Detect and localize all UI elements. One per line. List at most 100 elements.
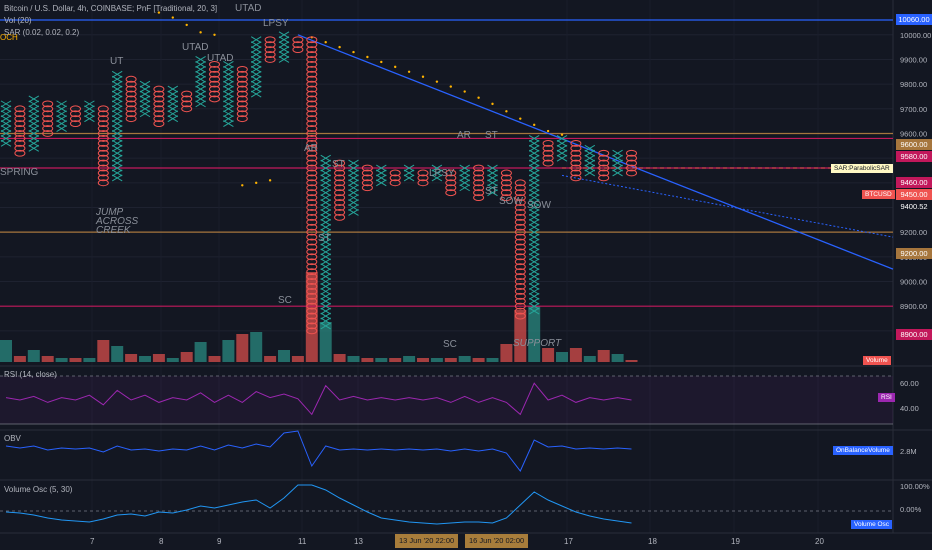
- o-mark: [125, 80, 137, 88]
- o-mark: [306, 204, 318, 211]
- x-mark: [278, 51, 290, 58]
- o-mark: [14, 139, 26, 147]
- annotation-st-left: ST: [332, 159, 345, 170]
- x-mark: [250, 85, 262, 93]
- y-tick-11: 9900.00: [900, 55, 927, 64]
- x-mark: [0, 110, 12, 118]
- x-mark: [250, 51, 262, 58]
- o-mark: [389, 169, 401, 177]
- o-mark: [306, 51, 318, 58]
- o-mark: [306, 115, 318, 123]
- pnf-column-5: [70, 105, 81, 128]
- btcusd-legend-label[interactable]: BTCUSD: [862, 190, 895, 199]
- x-mark: [111, 105, 123, 113]
- volume-bar-2: [27, 350, 40, 362]
- x-mark: [250, 70, 262, 78]
- vosc-legend-label[interactable]: Volume Osc: [851, 520, 893, 529]
- x-mark: [28, 139, 40, 147]
- x-mark: [167, 95, 179, 103]
- x-mark: [320, 204, 331, 211]
- x-mark: [528, 213, 540, 221]
- y-tick-2: 9000.00: [900, 278, 927, 287]
- o-mark: [306, 327, 318, 335]
- x-mark: [139, 80, 151, 88]
- x-mark: [459, 179, 470, 187]
- o-mark: [514, 233, 526, 241]
- vosc-title[interactable]: Volume Osc (5, 30): [4, 485, 73, 494]
- pnf-column-27: [376, 164, 387, 187]
- volume-bar-41: [569, 348, 582, 362]
- x-mark: [528, 268, 540, 276]
- pnf-column-10: [139, 80, 151, 118]
- o-mark: [306, 65, 318, 73]
- x-mark: [223, 115, 234, 123]
- x-mark: [195, 65, 206, 73]
- o-mark: [236, 70, 248, 78]
- o-mark: [306, 61, 318, 68]
- x-mark: [56, 110, 67, 118]
- parabolic-sar-dots: [157, 11, 564, 187]
- o-mark: [570, 174, 582, 182]
- sar-legend-label[interactable]: SAR:ParabolicSAR: [831, 164, 893, 173]
- pnf-column-3: [42, 100, 54, 137]
- level-9580-box: 9580.00: [896, 151, 932, 162]
- o-mark: [626, 159, 637, 167]
- rsi-tick-60: 60.00: [900, 379, 919, 388]
- o-mark: [306, 46, 318, 54]
- o-mark: [514, 287, 526, 295]
- pnf-column-20: [278, 31, 290, 63]
- o-mark: [306, 41, 318, 49]
- o-mark: [598, 154, 610, 162]
- o-mark: [417, 174, 429, 182]
- rsi-band: [0, 376, 893, 424]
- x-tick-19: 19: [731, 537, 740, 546]
- vosc-line: [5, 484, 632, 525]
- o-mark: [97, 174, 109, 182]
- x-mark: [0, 120, 12, 128]
- o-mark: [514, 297, 526, 305]
- sar-dot-4: [213, 33, 216, 37]
- current-price-box: 9450.00: [896, 189, 932, 200]
- pnf-column-43: [598, 149, 610, 182]
- volume-bars: [0, 272, 638, 362]
- level-9600-box: 9600.00: [896, 139, 932, 150]
- obv-title[interactable]: OBV: [4, 434, 21, 443]
- o-mark: [514, 253, 526, 261]
- x-mark: [528, 292, 540, 300]
- x-mark: [111, 90, 123, 98]
- volume-bar-10: [139, 356, 151, 362]
- volume-legend-label[interactable]: Volume: [863, 356, 891, 365]
- x-mark: [111, 100, 123, 108]
- volume-bar-11: [152, 354, 165, 362]
- o-mark: [570, 169, 582, 177]
- annotation-utad-mid: UTAD: [207, 53, 234, 64]
- pnf-column-7: [97, 105, 109, 187]
- x-mark: [223, 95, 234, 103]
- rsi-title[interactable]: RSI (14, close): [4, 370, 57, 379]
- o-mark: [306, 164, 318, 172]
- vol-indicator-label[interactable]: Vol (20): [4, 16, 32, 25]
- o-mark: [153, 115, 165, 123]
- o-mark: [542, 159, 554, 167]
- o-mark: [334, 209, 346, 216]
- x-mark: [223, 60, 234, 68]
- x-mark: [320, 164, 331, 172]
- x-mark: [111, 70, 123, 78]
- x-mark: [320, 154, 331, 162]
- annotation-utad-top: UTAD: [235, 3, 262, 14]
- o-mark: [306, 297, 318, 305]
- annotation-lpsy-right: LPSY: [429, 168, 455, 179]
- x-mark: [111, 134, 123, 142]
- x-mark: [320, 273, 331, 280]
- sar-indicator-label[interactable]: SAR (0.02, 0.02, 0.2): [4, 28, 80, 37]
- sar-dot-5: [241, 184, 244, 187]
- sar-dot-25: [546, 129, 550, 133]
- annotation-ut: UT: [110, 56, 124, 67]
- x-mark: [431, 164, 443, 172]
- rsi-legend-label[interactable]: RSI: [878, 393, 895, 402]
- pnf-column-21: [292, 36, 304, 54]
- o-mark: [97, 130, 109, 137]
- obv-legend-label[interactable]: OnBalanceVolume: [833, 446, 893, 455]
- o-mark: [514, 273, 526, 280]
